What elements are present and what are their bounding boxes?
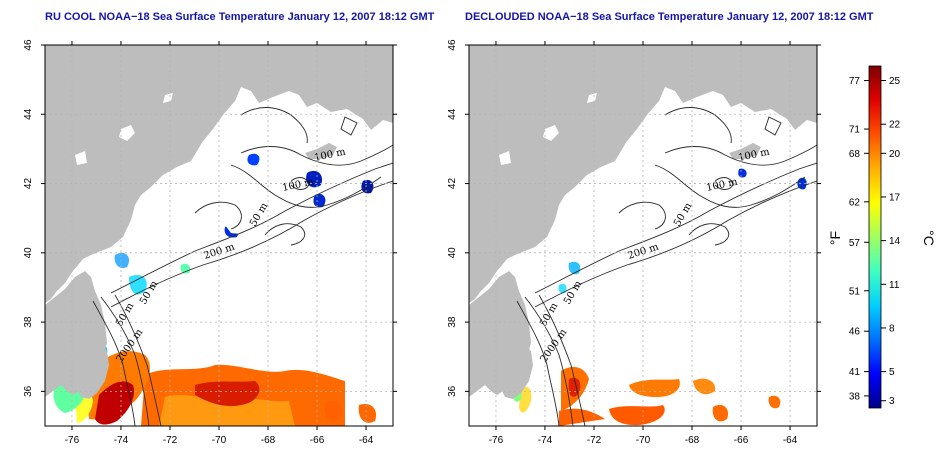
map-title-right: DECLOUDED NOAA−18 Sea Surface Temperatur… [465, 11, 874, 23]
y-tick-label: 46 [447, 39, 458, 51]
colorbar-label-fahrenheit: 41 [849, 367, 861, 378]
colorbar-label-fahrenheit: 62 [849, 197, 861, 208]
map-title-left: RU COOL NOAA−18 Sea Surface Temperature … [45, 11, 435, 23]
x-tick-label: -74 [538, 435, 553, 446]
map-panel-left: 100 m 100 m 50 m 200 m 50 m 50 m 2000 m … [23, 39, 397, 446]
x-tick-label: -68 [685, 435, 700, 446]
colorbar-label-celsius: 17 [889, 192, 901, 203]
colorbar-label-fahrenheit: 71 [849, 125, 861, 136]
colorbar-label-celsius: 3 [889, 396, 895, 407]
colorbar-label-fahrenheit: 68 [849, 149, 861, 160]
colorbar-label-fahrenheit: 38 [849, 391, 861, 402]
colorbar-unit-fahrenheit: °F [827, 231, 843, 245]
y-tick-label: 36 [23, 385, 34, 397]
colorbar-label-celsius: 5 [889, 367, 895, 378]
x-tick-label: -74 [114, 435, 129, 446]
y-tick-label: 38 [23, 316, 34, 328]
colorbar-label-fahrenheit: 46 [849, 327, 861, 338]
grid-right [469, 45, 817, 426]
y-tick-label: 40 [23, 247, 34, 259]
y-tick-label: 44 [447, 108, 458, 120]
x-tick-label: -64 [359, 435, 374, 446]
y-tick-label: 40 [447, 247, 458, 259]
colorbar-label-celsius: 25 [889, 76, 901, 87]
x-tick-label: -70 [212, 435, 227, 446]
x-tick-label: -68 [261, 435, 276, 446]
colorbar-label-celsius: 22 [889, 120, 901, 131]
colorbar-ticks: 77 71 68 62 57 51 46 41 38 25 22 20 17 14 11 8 5 3 [849, 76, 901, 407]
x-tick-label: -72 [163, 435, 178, 446]
colorbar-label-celsius: 14 [889, 236, 901, 247]
x-tick-label: -66 [734, 435, 749, 446]
y-tick-label: 42 [23, 178, 34, 190]
x-tick-label: -64 [783, 435, 798, 446]
colorbar-label-fahrenheit: 77 [849, 76, 861, 87]
x-tick-label: -66 [310, 435, 325, 446]
sst-data-left [53, 153, 377, 426]
y-tick-label: 44 [23, 108, 34, 120]
colorbar-label-fahrenheit: 51 [849, 286, 861, 297]
colorbar-gradient [868, 65, 882, 409]
colorbar: 77 71 68 62 57 51 46 41 38 25 22 20 17 14 11 8 5 3 °F °C [827, 65, 937, 409]
colorbar-label-celsius: 8 [889, 323, 895, 334]
grid-left [45, 45, 393, 426]
y-tick-label: 36 [447, 385, 458, 397]
y-tick-label: 42 [447, 178, 458, 190]
axes-left: -76 -74 -72 -70 -68 -66 -64 36 38 40 42 44 46 [23, 39, 397, 446]
y-tick-label: 46 [23, 39, 34, 51]
colorbar-label-fahrenheit: 57 [849, 238, 861, 249]
colorbar-label-celsius: 11 [889, 280, 900, 291]
colorbar-unit-celsius: °C [921, 230, 937, 246]
x-tick-label: -76 [65, 435, 80, 446]
y-tick-label: 38 [447, 316, 458, 328]
map-panel-right: 100 m 100 m 50 m 200 m 50 m 50 m 2000 m … [447, 39, 821, 446]
x-tick-label: -70 [636, 435, 651, 446]
x-tick-label: -72 [587, 435, 602, 446]
axes-right: -76 -74 -72 -70 -68 -66 -64 36 38 40 42 44 46 [447, 39, 821, 446]
colorbar-label-celsius: 20 [889, 149, 901, 160]
x-tick-label: -76 [489, 435, 504, 446]
